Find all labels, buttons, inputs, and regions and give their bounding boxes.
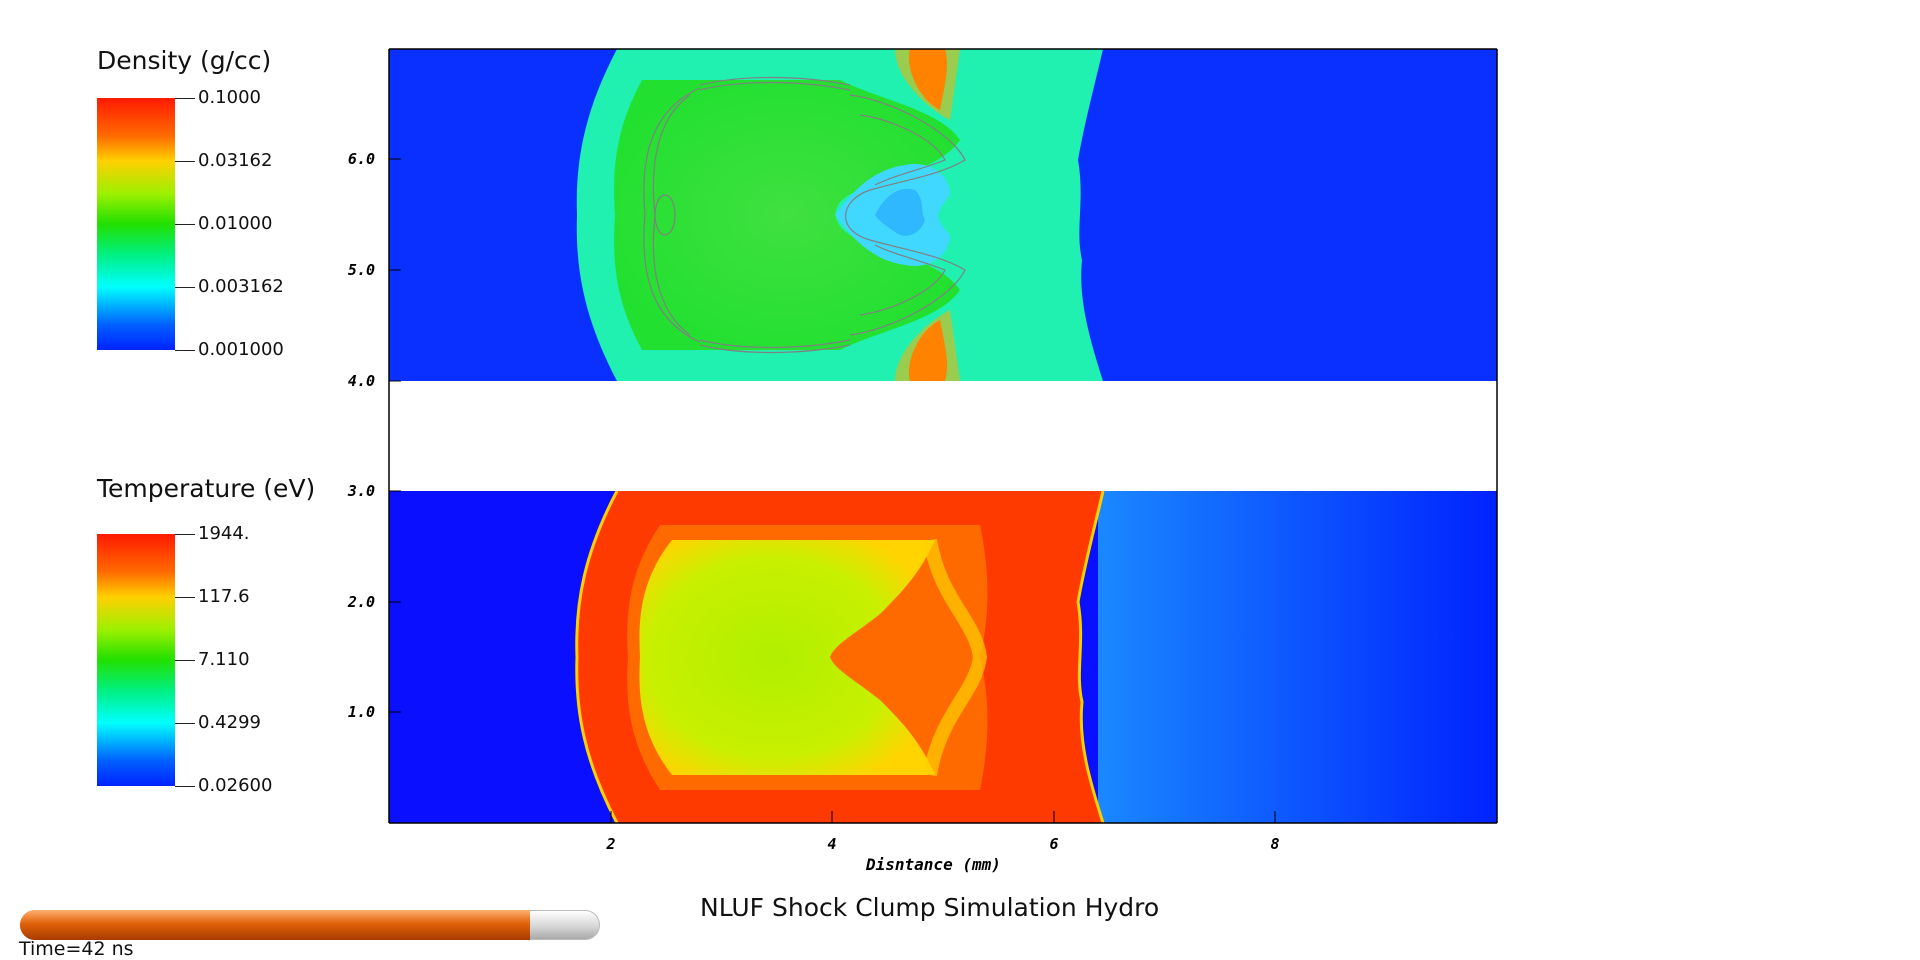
y-tick-label: 3.0 <box>347 482 375 500</box>
density-legend-title: Density (g/cc) <box>97 46 272 75</box>
time-label: Time=42 ns <box>19 938 134 960</box>
density-tick <box>175 224 195 225</box>
y-tick-label: 6.0 <box>347 150 375 168</box>
density-panel <box>389 49 1497 381</box>
x-tick-label: 4 <box>827 835 837 853</box>
density-tick <box>175 287 195 288</box>
density-label: 0.01000 <box>198 213 273 234</box>
density-colorbar <box>97 98 175 350</box>
time-progress-bar <box>20 910 600 940</box>
temperature-tick <box>175 723 195 724</box>
axes-frame <box>388 48 1498 824</box>
density-label: 0.1000 <box>198 87 261 108</box>
temperature-tick <box>175 660 195 661</box>
y-tick-label: 2.0 <box>347 593 375 611</box>
temperature-tick <box>175 597 195 598</box>
x-tick-label: 8 <box>1270 835 1280 853</box>
temperature-label: 0.02600 <box>198 775 273 796</box>
density-tick <box>175 98 195 99</box>
density-label: 0.001000 <box>198 339 284 360</box>
temperature-panel <box>389 491 1497 823</box>
x-tick-label: 6 <box>1049 835 1059 853</box>
density-label: 0.03162 <box>198 150 273 171</box>
temperature-colorbar <box>97 534 175 786</box>
temperature-label: 0.4299 <box>198 712 261 733</box>
temperature-label: 117.6 <box>198 586 250 607</box>
time-progress-fill <box>20 910 531 940</box>
temperature-label: 1944. <box>198 523 250 544</box>
density-tick <box>175 161 195 162</box>
x-axis-label: Disntance (mm) <box>866 855 1001 874</box>
temperature-legend-title: Temperature (eV) <box>97 474 316 503</box>
density-tick <box>175 350 195 351</box>
temperature-tick <box>175 534 195 535</box>
temperature-tick <box>175 786 195 787</box>
tick-marks <box>389 158 1276 823</box>
y-tick-label: 4.0 <box>347 372 375 390</box>
x-tick-label: 2 <box>606 835 616 853</box>
y-tick-label: 1.0 <box>347 703 375 721</box>
density-label: 0.003162 <box>198 276 284 297</box>
temperature-label: 7.110 <box>198 649 250 670</box>
plot-title: NLUF Shock Clump Simulation Hydro <box>700 893 1160 922</box>
y-tick-label: 5.0 <box>347 261 375 279</box>
